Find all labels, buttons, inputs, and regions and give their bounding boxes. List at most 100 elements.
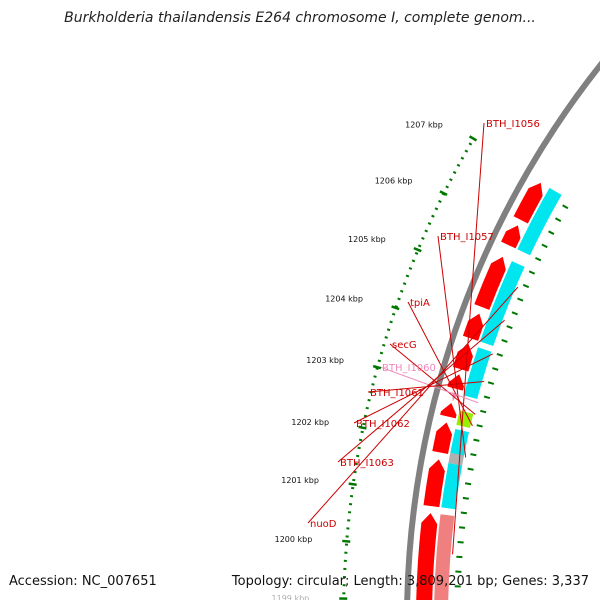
outer-tick bbox=[496, 353, 503, 357]
kbp-dot bbox=[411, 259, 416, 263]
kbp-tick-label: 1207 kbp bbox=[405, 120, 443, 129]
genome-summary: Topology: circular; Length: 3,809,201 bp… bbox=[231, 574, 589, 589]
kbp-dot bbox=[456, 163, 461, 167]
kbp-dot bbox=[375, 367, 379, 371]
kbp-dot bbox=[408, 266, 413, 270]
gene-label: BTH_I1062 bbox=[356, 419, 410, 430]
kbp-dot bbox=[464, 149, 469, 153]
kbp-major-tick bbox=[413, 246, 422, 253]
kbp-dot bbox=[417, 244, 422, 248]
kbp-tick-label: 1205 kbp bbox=[348, 235, 386, 244]
protein-segment bbox=[456, 410, 474, 428]
outer-tick bbox=[522, 283, 530, 289]
kbp-tick-label: 1203 kbp bbox=[306, 356, 344, 365]
kbp-major-tick bbox=[342, 539, 351, 543]
kbp-major-tick bbox=[372, 364, 382, 370]
kbp-dot bbox=[367, 398, 371, 402]
cds-track bbox=[416, 182, 543, 600]
outer-tick bbox=[562, 204, 569, 210]
kbp-dot bbox=[362, 422, 366, 426]
kbp-dot bbox=[402, 282, 407, 286]
kbp-dot bbox=[414, 251, 419, 255]
gene-label: BTH_I1061 bbox=[370, 388, 424, 399]
scale-labels: 1199 kbp 1200 kbp 1201 kbp 1202 kbp 1203 kbp… bbox=[272, 120, 478, 600]
kbp-tick-label: 1202 kbp bbox=[291, 418, 329, 427]
outer-tick bbox=[506, 325, 513, 330]
outer-tick bbox=[535, 256, 542, 262]
kbp-dot bbox=[431, 214, 435, 218]
outer-tick bbox=[458, 526, 466, 529]
cds-segment bbox=[416, 513, 438, 600]
outer-tick-track bbox=[454, 204, 569, 588]
kbp-dot bbox=[371, 383, 375, 386]
cds-segment bbox=[432, 422, 453, 455]
protein-segment bbox=[463, 347, 492, 400]
kbp-dot bbox=[373, 375, 377, 378]
kbp-dot bbox=[377, 359, 381, 363]
kbp-dot bbox=[391, 312, 396, 316]
kbp-dot bbox=[424, 229, 428, 233]
outer-tick bbox=[541, 243, 548, 249]
kbp-dot bbox=[379, 351, 384, 355]
kbp-dot bbox=[356, 454, 360, 458]
cds-segment bbox=[423, 459, 445, 508]
outer-tick bbox=[480, 409, 487, 414]
cds-segment bbox=[474, 256, 506, 310]
kbp-major-tick bbox=[348, 482, 357, 487]
gene-leader-line bbox=[337, 319, 505, 463]
kbp-tick-label: 1201 kbp bbox=[281, 476, 319, 485]
gene-labels: BTH_I1056 BTH_I1057 tpiA secG BTH_I1060 BTH_I… bbox=[307, 119, 540, 555]
accession-text: Accession: NC_007651 bbox=[9, 574, 157, 589]
kbp-dot-track bbox=[342, 142, 473, 595]
outer-tick bbox=[467, 467, 474, 471]
outer-tick bbox=[457, 540, 464, 544]
protein-segment bbox=[479, 261, 525, 347]
gene-leader-line bbox=[407, 301, 473, 427]
gene-label: secG bbox=[392, 340, 417, 351]
gene-label: BTH_I1063 bbox=[340, 458, 394, 469]
kbp-dot bbox=[358, 438, 363, 442]
gene-label: nuoD bbox=[310, 519, 337, 530]
kbp-tick-label: 1200 kbp bbox=[275, 535, 313, 544]
gene-leader-line bbox=[452, 122, 485, 555]
kbp-dot bbox=[397, 297, 401, 301]
outer-tick bbox=[528, 270, 536, 275]
kbp-dot bbox=[365, 406, 369, 410]
outer-tick bbox=[460, 511, 467, 515]
kbp-tick-label: 1199 kbp bbox=[272, 594, 310, 600]
outer-tick bbox=[555, 217, 562, 222]
cds-segment bbox=[440, 402, 457, 419]
outer-tick bbox=[473, 438, 480, 442]
kbp-dot bbox=[445, 185, 449, 189]
map-title: Burkholderia thailandensis E264 chromoso… bbox=[64, 10, 536, 26]
protein-track bbox=[434, 187, 562, 600]
outer-tick bbox=[517, 297, 524, 302]
outer-tick bbox=[483, 395, 491, 400]
outer-tick bbox=[476, 424, 483, 428]
kbp-major-tick bbox=[439, 190, 448, 197]
protein-segment bbox=[441, 462, 463, 510]
kbp-dot bbox=[468, 142, 473, 146]
gene-label: tpiA bbox=[410, 298, 430, 309]
kbp-dot bbox=[360, 430, 364, 434]
kbp-dot bbox=[427, 222, 432, 226]
cds-segment bbox=[462, 313, 484, 341]
outer-tick bbox=[501, 339, 508, 343]
kbp-dot bbox=[438, 199, 442, 204]
outer-tick bbox=[511, 311, 518, 316]
kbp-dot bbox=[405, 274, 410, 278]
kbp-dot bbox=[357, 446, 361, 450]
cds-segment bbox=[513, 182, 543, 224]
kbp-dot bbox=[460, 156, 465, 160]
outer-tick bbox=[548, 230, 555, 235]
kbp-tick-label: 1204 kbp bbox=[325, 295, 363, 304]
gene-leader-line bbox=[389, 343, 476, 415]
cds-segment bbox=[501, 225, 521, 249]
kbp-dot bbox=[386, 328, 391, 332]
kbp-tick-label: 1206 kbp bbox=[375, 177, 413, 186]
kbp-dot bbox=[449, 178, 453, 182]
gene-label: BTH_I1056 bbox=[486, 119, 540, 130]
gene-leader-line bbox=[353, 353, 493, 424]
kbp-dot bbox=[384, 336, 388, 339]
